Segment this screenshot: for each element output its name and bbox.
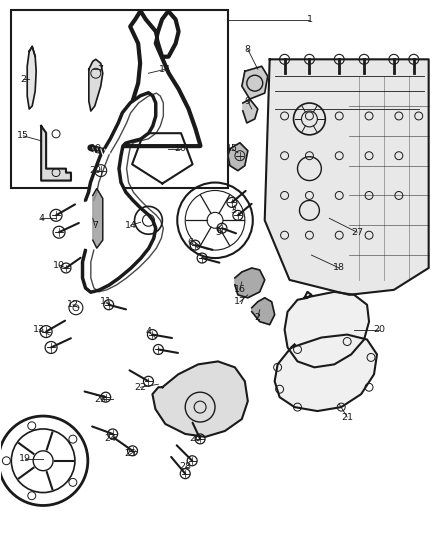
- Text: 2: 2: [255, 313, 261, 322]
- Polygon shape: [228, 143, 248, 171]
- Bar: [11, 10, 228, 189]
- Text: 9: 9: [245, 96, 251, 106]
- Text: 28: 28: [179, 462, 191, 471]
- Text: 7: 7: [97, 64, 103, 74]
- Text: 23: 23: [95, 394, 107, 403]
- Text: 13: 13: [33, 325, 45, 334]
- Text: 11: 11: [100, 297, 112, 306]
- Text: 6: 6: [187, 238, 193, 247]
- Text: 12: 12: [67, 300, 79, 309]
- Polygon shape: [152, 361, 248, 437]
- Text: 14: 14: [159, 64, 171, 74]
- Text: 3: 3: [230, 206, 236, 215]
- Text: 17: 17: [234, 297, 246, 306]
- Text: 14: 14: [124, 221, 137, 230]
- Text: 19: 19: [19, 454, 31, 463]
- Text: 18: 18: [333, 263, 345, 272]
- Text: 2: 2: [20, 75, 26, 84]
- Text: 8: 8: [245, 45, 251, 54]
- Text: 15: 15: [226, 144, 238, 154]
- Text: 24: 24: [105, 434, 117, 443]
- Polygon shape: [27, 46, 36, 109]
- Polygon shape: [235, 268, 265, 298]
- Polygon shape: [119, 12, 200, 146]
- Text: 26: 26: [189, 434, 201, 443]
- Polygon shape: [243, 99, 258, 123]
- Text: 21: 21: [341, 413, 353, 422]
- Text: 4: 4: [145, 327, 152, 336]
- Polygon shape: [41, 126, 71, 181]
- Text: 27: 27: [351, 228, 363, 237]
- Text: 7: 7: [92, 221, 98, 230]
- Polygon shape: [242, 66, 268, 99]
- Text: 20: 20: [174, 144, 186, 154]
- Polygon shape: [275, 335, 377, 411]
- Polygon shape: [83, 93, 155, 292]
- Text: 1: 1: [307, 15, 312, 24]
- Text: 29: 29: [90, 166, 102, 175]
- Polygon shape: [285, 292, 369, 367]
- Text: 25: 25: [124, 449, 137, 458]
- Polygon shape: [89, 59, 103, 111]
- Polygon shape: [252, 298, 275, 325]
- Polygon shape: [265, 59, 429, 295]
- Text: 10: 10: [53, 261, 65, 270]
- Text: 20: 20: [373, 325, 385, 334]
- Text: 5: 5: [215, 228, 221, 237]
- Polygon shape: [93, 189, 103, 248]
- Text: 4: 4: [38, 214, 44, 223]
- Text: 15: 15: [17, 131, 29, 140]
- Text: 22: 22: [134, 383, 146, 392]
- Text: 10: 10: [90, 144, 102, 154]
- Text: 16: 16: [234, 285, 246, 294]
